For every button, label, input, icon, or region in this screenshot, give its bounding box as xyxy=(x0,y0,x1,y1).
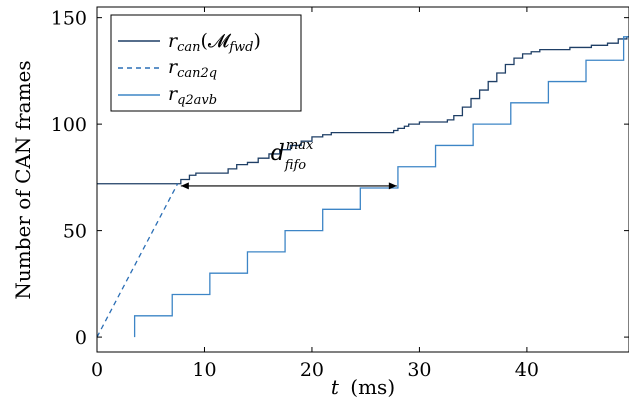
annotation-arrowhead-right xyxy=(388,182,397,190)
legend: rcan(𝓜fwd) rcan2q rq2avb xyxy=(110,14,302,112)
annotation-label-sup: max xyxy=(286,138,314,153)
series-line-can2q xyxy=(97,183,179,338)
x-axis-unit: (ms) xyxy=(350,375,395,399)
legend-label-can2q-main: r xyxy=(168,56,179,78)
legend-label-can2q: rcan2q xyxy=(168,56,217,81)
legend-label-q2avb: rq2avb xyxy=(168,83,217,108)
plot-frame xyxy=(96,6,629,353)
legend-label-fwd: rcan(𝓜fwd) xyxy=(168,30,261,55)
x-tick-label-3: 30 xyxy=(407,359,431,381)
y-tick-label-3: 150 xyxy=(51,8,87,30)
series-line-fwd xyxy=(97,36,629,185)
annotation-label: dmax fifo xyxy=(271,138,314,173)
y-tick-label-1: 50 xyxy=(63,221,87,243)
legend-label-fwd-close: ) xyxy=(253,30,260,52)
legend-label-q2avb-sub: q2avb xyxy=(177,93,217,108)
legend-label-fwd-main: r xyxy=(168,30,179,52)
annotation-label-main: d xyxy=(271,141,285,166)
annotation-arrow xyxy=(180,182,397,190)
legend-label-fwd-arg-sub: fwd xyxy=(228,40,253,55)
legend-label-fwd-sub: can xyxy=(177,40,200,55)
legend-label-q2avb-main: r xyxy=(168,83,179,105)
y-tick-label-0: 0 xyxy=(75,327,87,349)
legend-label-can2q-sub: can2q xyxy=(177,66,217,81)
annotation-arrowhead-left xyxy=(180,182,189,190)
series-line-q2avb xyxy=(133,36,629,338)
x-tick-label-4: 40 xyxy=(515,359,539,381)
x-tick-label-1: 10 xyxy=(192,359,216,381)
x-tick-label-0: 0 xyxy=(91,359,103,381)
x-axis-variable: t xyxy=(331,375,340,399)
annotation-label-sub: fifo xyxy=(284,158,306,173)
y-tick-label-2: 100 xyxy=(51,114,87,136)
x-axis-label: t (ms) xyxy=(331,375,395,399)
plot-layer xyxy=(97,36,629,338)
legend-label-fwd-arg: (𝓜 xyxy=(201,30,232,52)
x-tick-label-2: 20 xyxy=(300,359,324,381)
y-axis-label: Number of CAN frames xyxy=(11,60,35,299)
